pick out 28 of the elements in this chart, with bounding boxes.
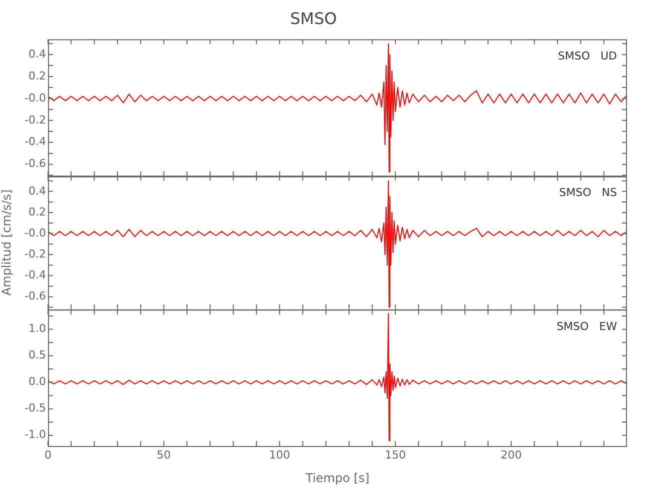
x-tick-label: 150 [384,448,406,462]
y-tick-label: 0.5 [28,348,46,362]
y-tick-label: 0.2 [28,69,46,82]
annotation: SMSO UD [558,50,617,63]
annotation: SMSO EW [556,320,618,333]
x-tick-label: 200 [500,448,522,462]
y-axis-title: Amplitud [cm/s/s] [0,189,14,296]
y-tick-label: -0.0 [24,226,46,240]
x-tick-label: 50 [156,448,171,462]
chart-title: SMSO [290,8,337,28]
y-tick-label: 0.4 [28,47,46,60]
y-tick-label: 0.0 [28,375,46,388]
y-tick-label: -0.2 [24,247,46,260]
x-tick-label: 0 [44,448,52,462]
annotation: SMSO NS [559,186,618,199]
y-tick-label: 0.4 [28,184,46,198]
y-tick-label: -0.0 [24,91,46,104]
x-axis-title: Tiempo [s] [304,470,370,485]
y-tick-label: -0.6 [24,290,46,303]
y-tick-label: -1.0 [24,428,46,442]
y-tick-label: -0.4 [24,135,46,148]
y-tick-label: 1.0 [28,322,46,336]
x-tick-label: 100 [269,448,290,462]
y-tick-label: 0.2 [28,205,46,218]
y-tick-label: -0.4 [24,268,46,282]
y-tick-label: -0.5 [24,402,46,415]
y-tick-label: -0.2 [24,113,46,126]
y-tick-label: -0.6 [24,157,46,170]
